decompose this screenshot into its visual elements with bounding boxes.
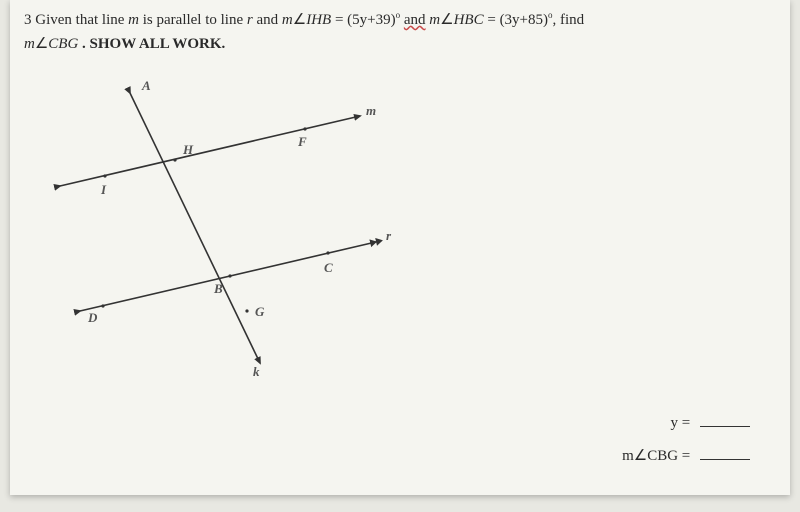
line-m: m <box>128 12 139 28</box>
problem-statement: 3 Given that line m is parallel to line … <box>24 8 776 56</box>
find-angle: CBG <box>48 36 78 52</box>
point-C <box>326 251 329 254</box>
equals: = <box>484 12 500 28</box>
point-G <box>245 309 248 312</box>
label-H: H <box>182 142 194 157</box>
angle-HBC: HBC <box>454 12 484 28</box>
m-prefix: m <box>282 12 293 28</box>
expr2: (3y+85) <box>500 12 548 28</box>
text: , find <box>553 12 585 28</box>
label-B: B <box>213 281 223 296</box>
point-F <box>303 127 306 130</box>
label-A: A <box>141 78 151 93</box>
expr1: (5y+39) <box>347 12 395 28</box>
angle-IHB: IHB <box>306 12 331 28</box>
line-k <box>130 93 260 363</box>
text: Given that line <box>35 12 128 28</box>
cbg-name: CBG <box>647 448 678 464</box>
angle-icon <box>293 12 306 28</box>
y-label: y = <box>671 415 694 431</box>
answer-y: y = <box>622 415 750 432</box>
blank-line <box>700 426 750 427</box>
label-m: m <box>366 103 376 118</box>
label-k: k <box>253 364 260 378</box>
answer-blanks: y = m CBG = <box>622 401 750 465</box>
figure-svg: A H F m I C r B G D k <box>30 68 460 378</box>
blank-line <box>700 459 750 460</box>
geometry-figure: A H F m I C r B G D k <box>30 68 460 378</box>
label-G: G <box>255 304 265 319</box>
point-B <box>228 274 231 277</box>
show-work: . SHOW ALL WORK. <box>78 36 225 52</box>
m-prefix: m <box>622 448 634 464</box>
label-F: F <box>297 134 307 149</box>
m-prefix: m <box>429 12 440 28</box>
answer-cbg: m CBG = <box>622 446 750 465</box>
equals: = <box>331 12 347 28</box>
text: and <box>253 12 282 28</box>
label-C: C <box>324 260 333 275</box>
label-I: I <box>100 182 107 197</box>
worksheet-page: 3 Given that line m is parallel to line … <box>10 0 790 495</box>
label-r: r <box>386 228 392 243</box>
problem-number: 3 <box>24 12 32 28</box>
point-H <box>173 158 176 161</box>
and-underlined: and <box>404 12 426 28</box>
angle-icon <box>35 36 48 52</box>
text: is parallel to line <box>139 12 247 28</box>
equals: = <box>678 448 694 464</box>
m-prefix: m <box>24 36 35 52</box>
label-D: D <box>87 310 98 325</box>
angle-icon <box>440 12 453 28</box>
point-D <box>101 304 104 307</box>
point-I <box>103 174 106 177</box>
angle-icon <box>634 448 647 464</box>
degree-icon: o <box>396 10 401 20</box>
